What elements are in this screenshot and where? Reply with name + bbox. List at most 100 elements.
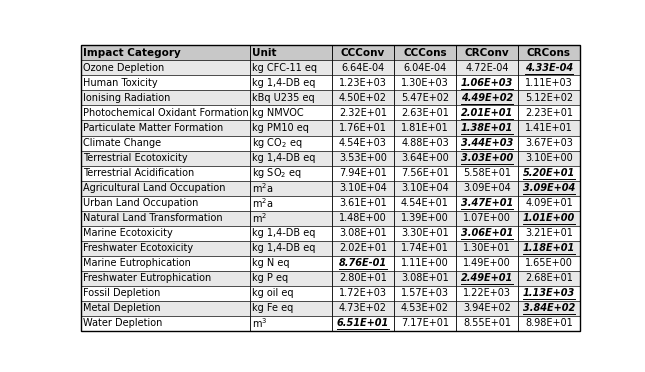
Text: 3.44E+03: 3.44E+03 [461, 138, 513, 148]
Bar [332, 226, 394, 241]
Text: 1.38E+01: 1.38E+01 [461, 123, 513, 133]
Bar [332, 166, 394, 180]
Bar [394, 121, 456, 135]
Bar [456, 271, 518, 286]
Bar [456, 256, 518, 271]
Bar [518, 271, 580, 286]
Text: 3.09E+04: 3.09E+04 [523, 183, 575, 193]
Bar [394, 301, 456, 316]
Bar [518, 135, 580, 151]
Bar [332, 121, 394, 135]
Bar [250, 121, 332, 135]
Bar [394, 135, 456, 151]
Text: Marine Ecotoxicity: Marine Ecotoxicity [83, 228, 173, 238]
Bar [332, 316, 394, 331]
Text: kg NMVOC: kg NMVOC [252, 108, 304, 118]
Bar [518, 286, 580, 301]
Bar [518, 211, 580, 226]
Bar [332, 135, 394, 151]
Bar [518, 76, 580, 90]
Bar [518, 301, 580, 316]
Text: 6.51E+01: 6.51E+01 [337, 318, 389, 328]
Text: kg 1,4-DB eq: kg 1,4-DB eq [252, 228, 315, 238]
Bar [332, 105, 394, 121]
Text: CRCons: CRCons [527, 48, 571, 58]
Text: 2.63E+01: 2.63E+01 [401, 108, 449, 118]
Text: 2.01E+01: 2.01E+01 [461, 108, 513, 118]
Text: 2.80E+01: 2.80E+01 [339, 273, 387, 283]
Bar [250, 241, 332, 256]
Text: 2.23E+01: 2.23E+01 [525, 108, 573, 118]
Text: 4.73E+02: 4.73E+02 [339, 303, 387, 313]
Text: 7.56E+01: 7.56E+01 [401, 168, 449, 178]
Text: 1.06E+03: 1.06E+03 [461, 78, 513, 88]
Bar [456, 135, 518, 151]
Text: Urban Land Occupation: Urban Land Occupation [83, 198, 199, 208]
Bar [394, 271, 456, 286]
Text: 6.64E-04: 6.64E-04 [341, 63, 384, 73]
Text: 3.47E+01: 3.47E+01 [461, 198, 513, 208]
Text: Impact Category: Impact Category [83, 48, 181, 58]
Text: CCCons: CCCons [403, 48, 447, 58]
Text: 2.02E+01: 2.02E+01 [339, 243, 387, 253]
Text: kg oil eq: kg oil eq [252, 288, 293, 298]
Bar [394, 105, 456, 121]
Bar [250, 301, 332, 316]
Text: 3.67E+03: 3.67E+03 [525, 138, 573, 148]
Bar [250, 211, 332, 226]
Text: m$^2$: m$^2$ [252, 211, 267, 225]
Text: 3.61E+01: 3.61E+01 [339, 198, 387, 208]
Text: Freshwater Eutrophication: Freshwater Eutrophication [83, 273, 212, 283]
Text: Human Toxicity: Human Toxicity [83, 78, 158, 88]
Bar [456, 316, 518, 331]
Bar [250, 180, 332, 196]
Text: 5.20E+01: 5.20E+01 [523, 168, 575, 178]
Text: Unit: Unit [252, 48, 277, 58]
Bar [332, 196, 394, 211]
Text: 4.33E-04: 4.33E-04 [525, 63, 573, 73]
Bar [250, 316, 332, 331]
Bar [456, 90, 518, 105]
Text: 4.54E+01: 4.54E+01 [401, 198, 449, 208]
Bar [332, 180, 394, 196]
Text: 4.09E+01: 4.09E+01 [525, 198, 573, 208]
Bar [332, 90, 394, 105]
Text: 2.49E+01: 2.49E+01 [461, 273, 513, 283]
Bar [81, 301, 250, 316]
Bar [456, 286, 518, 301]
Bar [250, 90, 332, 105]
Bar [332, 151, 394, 166]
Bar [332, 45, 394, 60]
Bar [81, 271, 250, 286]
Text: 1.81E+01: 1.81E+01 [401, 123, 449, 133]
Text: 1.76E+01: 1.76E+01 [339, 123, 387, 133]
Text: 1.30E+03: 1.30E+03 [401, 78, 449, 88]
Bar [456, 241, 518, 256]
Text: 1.11E+03: 1.11E+03 [525, 78, 573, 88]
Bar [81, 60, 250, 76]
Bar [394, 76, 456, 90]
Bar [456, 151, 518, 166]
Bar [456, 226, 518, 241]
Text: Climate Change: Climate Change [83, 138, 161, 148]
Text: kg 1,4-DB eq: kg 1,4-DB eq [252, 153, 315, 163]
Text: 8.76E-01: 8.76E-01 [339, 258, 387, 268]
Text: Terrestrial Acidification: Terrestrial Acidification [83, 168, 194, 178]
Bar [518, 196, 580, 211]
Bar [81, 196, 250, 211]
Text: 1.07E+00: 1.07E+00 [463, 213, 511, 223]
Bar [394, 256, 456, 271]
Bar [332, 271, 394, 286]
Text: 1.48E+00: 1.48E+00 [339, 213, 387, 223]
Text: kg SO$_2$ eq: kg SO$_2$ eq [252, 166, 302, 180]
Bar [518, 241, 580, 256]
Bar [456, 121, 518, 135]
Text: kg CFC-11 eq: kg CFC-11 eq [252, 63, 317, 73]
Text: 8.98E+01: 8.98E+01 [525, 318, 573, 328]
Bar [456, 76, 518, 90]
Bar [394, 241, 456, 256]
Text: Photochemical Oxidant Formation: Photochemical Oxidant Formation [83, 108, 249, 118]
Bar [81, 180, 250, 196]
Text: 1.41E+01: 1.41E+01 [525, 123, 573, 133]
Text: 3.06E+01: 3.06E+01 [461, 228, 513, 238]
